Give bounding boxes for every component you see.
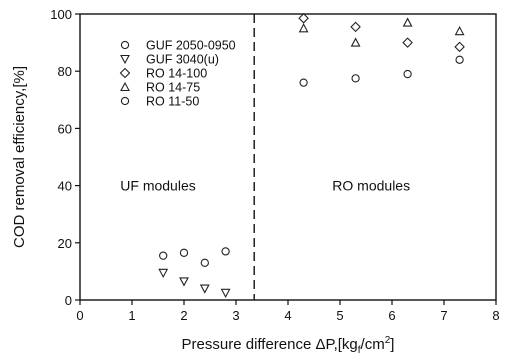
data-markers: [158, 13, 465, 299]
y-tick-label: 60: [58, 121, 72, 136]
data-point-circle: [179, 248, 189, 257]
x-tick-label: 3: [232, 308, 239, 323]
x-tick-label: 2: [180, 308, 187, 323]
legend-marker-diamond: [119, 67, 131, 79]
region-label: UF modules: [120, 178, 195, 194]
legend-label: GUF 3040(u): [146, 53, 219, 67]
data-point-triangle-down: [179, 277, 189, 287]
plot-area: [79, 13, 497, 301]
y-tick-label: 40: [58, 179, 72, 194]
region-label: RO modules: [332, 178, 410, 194]
y-tick-label: 100: [50, 7, 72, 22]
annotations: UF modules RO modules: [120, 178, 410, 194]
x-tick-label: 5: [336, 308, 343, 323]
x-axis-title-tail: /cm: [361, 336, 385, 353]
data-point-circle: [455, 55, 464, 64]
legend-label: GUF 2050-0950: [146, 39, 236, 53]
data-point-triangle-down: [199, 284, 210, 294]
legend-marker-triangle-down: [120, 54, 130, 65]
data-point-diamond: [350, 21, 361, 33]
x-tick-label: 4: [284, 308, 291, 323]
data-point-diamond: [454, 41, 465, 53]
y-axis: 0 20 40 60 80 100: [50, 7, 80, 308]
data-point-triangle-down: [220, 288, 231, 299]
data-point-circle: [299, 78, 308, 87]
legend-marker-triangle-up: [120, 81, 130, 92]
data-point-circle: [200, 258, 209, 267]
legend-marker-circle: [120, 40, 130, 50]
data-point-triangle-up: [454, 25, 465, 36]
data-point-circle: [351, 74, 360, 83]
x-tick-label: 6: [388, 308, 395, 323]
x-axis-title: Pressure difference ΔP,[kgf/cm2]: [182, 335, 395, 356]
data-point-triangle-up: [350, 37, 361, 47]
legend-marker-circle: [120, 96, 130, 106]
x-tick-label: 1: [128, 308, 135, 323]
data-point-diamond: [298, 13, 309, 24]
x-tick-label: 7: [440, 308, 447, 323]
x-axis-title-sub: f: [358, 345, 361, 356]
data-point-triangle-up: [298, 23, 309, 33]
y-tick-label: 80: [58, 64, 72, 79]
legend-label: RO 14-100: [146, 67, 207, 81]
y-tick-label: 0: [65, 293, 72, 308]
data-point-diamond: [402, 37, 413, 48]
y-axis-title: COD removal efficiency,[%]: [11, 66, 28, 248]
x-axis: 0 1 2 3 4 5 6 7 8: [76, 300, 500, 323]
x-axis-title-end: ]: [390, 336, 394, 353]
x-axis-title-sup: 2: [385, 335, 391, 346]
data-point-triangle-up: [402, 17, 413, 27]
data-point-circle: [159, 251, 168, 260]
x-axis-title-main: Pressure difference ΔP,[kg: [182, 336, 358, 353]
plot-frame: [79, 13, 497, 301]
data-point-circle: [403, 69, 412, 79]
y-tick-label: 20: [58, 236, 72, 251]
x-tick-label: 8: [492, 308, 499, 323]
data-point-triangle-down: [158, 268, 169, 278]
x-tick-label: 0: [76, 308, 83, 323]
legend-label: RO 14-75: [146, 81, 200, 95]
legend-label: RO 11-50: [146, 95, 199, 109]
data-point-circle: [221, 247, 230, 256]
